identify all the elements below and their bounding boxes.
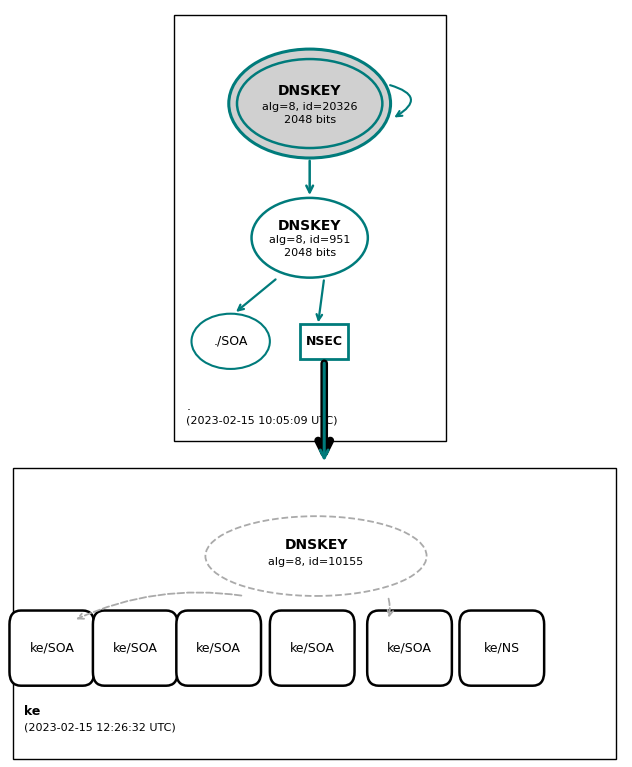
Text: 2048 bits: 2048 bits [284, 115, 336, 126]
FancyBboxPatch shape [174, 15, 446, 441]
Text: (2023-02-15 10:05:09 UTC): (2023-02-15 10:05:09 UTC) [186, 415, 338, 426]
Text: (2023-02-15 12:26:32 UTC): (2023-02-15 12:26:32 UTC) [24, 722, 176, 732]
Text: 2048 bits: 2048 bits [284, 248, 336, 258]
Text: ke/SOA: ke/SOA [29, 642, 75, 654]
Text: ./SOA: ./SOA [214, 335, 248, 347]
FancyBboxPatch shape [270, 611, 355, 686]
Text: ke: ke [24, 706, 40, 718]
Text: alg=8, id=20326: alg=8, id=20326 [262, 101, 358, 112]
FancyBboxPatch shape [459, 611, 544, 686]
FancyBboxPatch shape [9, 611, 94, 686]
Ellipse shape [252, 198, 368, 278]
FancyBboxPatch shape [13, 468, 616, 759]
Text: ke/SOA: ke/SOA [112, 642, 158, 654]
Text: ke/NS: ke/NS [483, 642, 520, 654]
Text: DNSKEY: DNSKEY [278, 84, 341, 98]
Ellipse shape [205, 516, 427, 596]
Text: .: . [186, 400, 190, 413]
Text: alg=8, id=10155: alg=8, id=10155 [269, 557, 363, 568]
Text: ke/SOA: ke/SOA [289, 642, 335, 654]
Text: ke/SOA: ke/SOA [196, 642, 241, 654]
FancyArrowPatch shape [390, 85, 411, 117]
Text: ke/SOA: ke/SOA [387, 642, 432, 654]
Text: NSEC: NSEC [306, 335, 343, 347]
Ellipse shape [191, 314, 270, 369]
Ellipse shape [229, 49, 391, 158]
Text: alg=8, id=951: alg=8, id=951 [269, 235, 350, 245]
Text: DNSKEY: DNSKEY [284, 538, 348, 552]
FancyBboxPatch shape [367, 611, 452, 686]
Ellipse shape [237, 59, 382, 148]
FancyBboxPatch shape [93, 611, 178, 686]
FancyBboxPatch shape [176, 611, 261, 686]
Text: DNSKEY: DNSKEY [278, 219, 341, 233]
FancyBboxPatch shape [300, 324, 348, 359]
